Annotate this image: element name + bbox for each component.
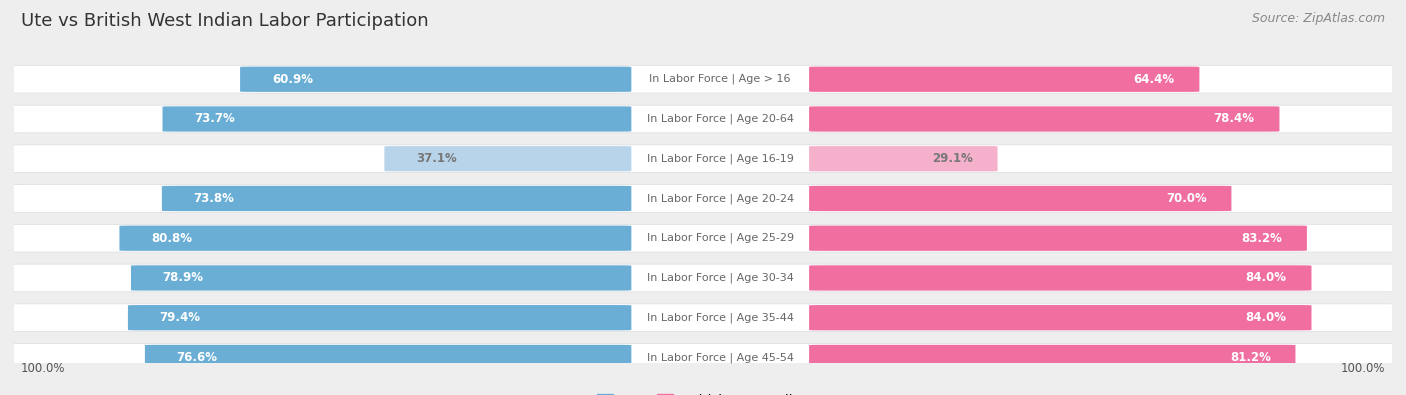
Text: 73.8%: 73.8% bbox=[194, 192, 235, 205]
Text: In Labor Force | Age 20-64: In Labor Force | Age 20-64 bbox=[647, 114, 794, 124]
Text: 100.0%: 100.0% bbox=[21, 362, 66, 375]
Text: In Labor Force | Age 30-34: In Labor Force | Age 30-34 bbox=[647, 273, 793, 283]
Text: 78.9%: 78.9% bbox=[163, 271, 204, 284]
FancyBboxPatch shape bbox=[10, 145, 1396, 173]
FancyBboxPatch shape bbox=[808, 146, 997, 171]
FancyBboxPatch shape bbox=[10, 344, 1396, 371]
Text: 76.6%: 76.6% bbox=[177, 351, 218, 364]
FancyBboxPatch shape bbox=[384, 146, 631, 171]
FancyBboxPatch shape bbox=[10, 66, 1396, 93]
Text: 37.1%: 37.1% bbox=[416, 152, 457, 165]
FancyBboxPatch shape bbox=[10, 264, 1396, 292]
FancyBboxPatch shape bbox=[808, 345, 1295, 370]
Text: 29.1%: 29.1% bbox=[932, 152, 973, 165]
Text: In Labor Force | Age 45-54: In Labor Force | Age 45-54 bbox=[647, 352, 794, 363]
Text: 84.0%: 84.0% bbox=[1246, 311, 1286, 324]
Text: 64.4%: 64.4% bbox=[1133, 73, 1174, 86]
Text: In Labor Force | Age 20-24: In Labor Force | Age 20-24 bbox=[647, 193, 794, 204]
Text: 79.4%: 79.4% bbox=[160, 311, 201, 324]
FancyBboxPatch shape bbox=[120, 226, 631, 251]
Text: 60.9%: 60.9% bbox=[271, 73, 312, 86]
FancyBboxPatch shape bbox=[808, 305, 1312, 330]
FancyBboxPatch shape bbox=[808, 186, 1232, 211]
FancyBboxPatch shape bbox=[163, 106, 631, 132]
Text: 73.7%: 73.7% bbox=[194, 113, 235, 126]
Text: 70.0%: 70.0% bbox=[1166, 192, 1206, 205]
FancyBboxPatch shape bbox=[145, 345, 631, 370]
FancyBboxPatch shape bbox=[808, 67, 1199, 92]
FancyBboxPatch shape bbox=[10, 184, 1396, 212]
Text: In Labor Force | Age > 16: In Labor Force | Age > 16 bbox=[650, 74, 792, 85]
FancyBboxPatch shape bbox=[808, 265, 1312, 291]
Text: In Labor Force | Age 35-44: In Labor Force | Age 35-44 bbox=[647, 312, 794, 323]
Text: In Labor Force | Age 16-19: In Labor Force | Age 16-19 bbox=[647, 154, 793, 164]
Text: In Labor Force | Age 25-29: In Labor Force | Age 25-29 bbox=[647, 233, 794, 243]
Text: Ute vs British West Indian Labor Participation: Ute vs British West Indian Labor Partici… bbox=[21, 12, 429, 30]
FancyBboxPatch shape bbox=[131, 265, 631, 291]
Text: 81.2%: 81.2% bbox=[1230, 351, 1271, 364]
Text: Source: ZipAtlas.com: Source: ZipAtlas.com bbox=[1251, 12, 1385, 25]
FancyBboxPatch shape bbox=[128, 305, 631, 330]
FancyBboxPatch shape bbox=[10, 105, 1396, 133]
Text: 83.2%: 83.2% bbox=[1241, 232, 1282, 245]
Text: 78.4%: 78.4% bbox=[1213, 113, 1254, 126]
Text: 100.0%: 100.0% bbox=[1340, 362, 1385, 375]
FancyBboxPatch shape bbox=[10, 224, 1396, 252]
Text: 84.0%: 84.0% bbox=[1246, 271, 1286, 284]
Legend: Ute, British West Indian: Ute, British West Indian bbox=[592, 388, 814, 395]
FancyBboxPatch shape bbox=[808, 106, 1279, 132]
Text: 80.8%: 80.8% bbox=[150, 232, 193, 245]
FancyBboxPatch shape bbox=[162, 186, 631, 211]
FancyBboxPatch shape bbox=[240, 67, 631, 92]
FancyBboxPatch shape bbox=[10, 304, 1396, 331]
FancyBboxPatch shape bbox=[808, 226, 1308, 251]
